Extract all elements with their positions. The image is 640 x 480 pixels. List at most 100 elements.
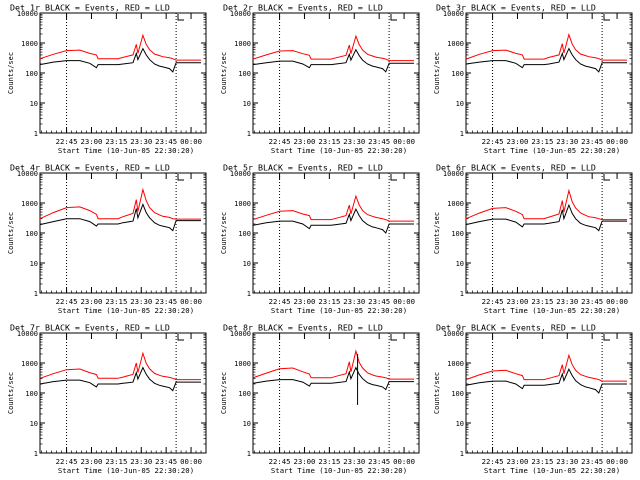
y-tick-label: 10	[243, 420, 251, 428]
x-tick-label: 00:00	[606, 457, 628, 466]
y-tick-label: 1000	[21, 40, 38, 48]
x-axis-label: Start Time (10-Jun-05 22:30:20)	[484, 466, 620, 475]
series-events-line	[465, 203, 627, 232]
detector-panel-6: Det 6r BLACK = Events, RED = LLD 1 10 100 10…	[433, 163, 633, 315]
panel-title: Det 4r BLACK = Events, RED = LLD	[10, 163, 170, 173]
y-tick-label: 10	[243, 100, 251, 108]
y-tick-label: 100	[238, 230, 251, 238]
x-tick-label: 23:30	[343, 457, 365, 466]
x-tick-label: 23:45	[581, 297, 603, 306]
y-tick-label: 10000	[443, 10, 464, 18]
x-tick-label: 23:15	[318, 137, 340, 146]
y-tick-label: 1000	[21, 360, 38, 368]
y-axis-label: Counts/sec	[220, 52, 228, 94]
detector-panel-8: Det 8r BLACK = Events, RED = LLD 1 10 100 10…	[220, 323, 420, 475]
panel-title: Det 3r BLACK = Events, RED = LLD	[436, 3, 596, 13]
x-tick-label: 23:00	[80, 137, 102, 146]
x-tick-label: 23:30	[130, 457, 152, 466]
x-tick-label: 00:00	[393, 457, 415, 466]
series-events-line	[252, 208, 414, 234]
x-tick-label: 22:45	[56, 457, 78, 466]
y-tick-label: 10	[243, 260, 251, 268]
x-tick-label: 23:00	[293, 137, 315, 146]
plot-frame	[252, 172, 420, 294]
y-tick-label: 10000	[230, 330, 251, 338]
y-tick-label: 1000	[234, 360, 251, 368]
y-tick-label: 100	[25, 390, 38, 398]
panel-title: Det 1r BLACK = Events, RED = LLD	[10, 3, 170, 13]
series-lld-line	[39, 351, 201, 381]
panel-title: Det 9r BLACK = Events, RED = LLD	[436, 323, 596, 333]
series-events-line	[465, 47, 627, 73]
x-tick-label: 00:00	[393, 137, 415, 146]
y-tick-label: 100	[451, 70, 464, 78]
y-axis-label: Counts/sec	[7, 52, 15, 94]
x-tick-label: 23:00	[80, 457, 102, 466]
y-tick-label: 100	[25, 230, 38, 238]
y-tick-label: 1	[247, 450, 251, 458]
x-tick-label: 23:45	[155, 297, 177, 306]
panel-title: Det 8r BLACK = Events, RED = LLD	[223, 323, 383, 333]
y-tick-label: 1000	[234, 200, 251, 208]
x-tick-label: 23:45	[368, 457, 390, 466]
x-tick-label: 23:00	[506, 137, 528, 146]
plot-frame	[465, 12, 633, 134]
plot-frame	[39, 172, 207, 294]
x-axis-label: Start Time (10-Jun-05 22:30:20)	[271, 466, 407, 475]
series-lld-line	[252, 349, 414, 380]
series-events-line	[465, 368, 627, 394]
y-tick-label: 10000	[443, 170, 464, 178]
legend-marker	[177, 174, 184, 181]
x-tick-label: 23:45	[368, 297, 390, 306]
detector-panel-4: Det 4r BLACK = Events, RED = LLD 1 10 100 10…	[7, 163, 207, 315]
y-tick-label: 10	[30, 260, 38, 268]
y-tick-label: 10000	[17, 10, 38, 18]
x-tick-label: 22:45	[482, 137, 504, 146]
x-tick-label: 22:45	[269, 297, 291, 306]
x-tick-label: 00:00	[393, 297, 415, 306]
x-tick-label: 23:45	[581, 137, 603, 146]
x-tick-label: 23:15	[318, 457, 340, 466]
panel-title: Det 2r BLACK = Events, RED = LLD	[223, 3, 383, 13]
x-tick-label: 00:00	[180, 297, 202, 306]
series-events-line	[39, 203, 201, 232]
y-tick-label: 1	[34, 130, 38, 138]
x-tick-label: 23:30	[130, 297, 152, 306]
y-axis-label: Counts/sec	[7, 212, 15, 254]
x-axis-label: Start Time (10-Jun-05 22:30:20)	[58, 466, 194, 475]
y-tick-label: 1000	[447, 200, 464, 208]
y-tick-label: 1	[247, 290, 251, 298]
series-events-line	[39, 47, 201, 73]
legend-marker	[390, 174, 397, 181]
y-tick-label: 10	[30, 100, 38, 108]
y-axis-label: Counts/sec	[220, 212, 228, 254]
x-tick-label: 22:45	[269, 137, 291, 146]
legend-marker	[177, 334, 184, 341]
x-tick-label: 00:00	[606, 297, 628, 306]
series-events-line	[252, 366, 414, 391]
plot-frame	[252, 332, 420, 454]
x-tick-label: 23:30	[556, 297, 578, 306]
panel-title: Det 6r BLACK = Events, RED = LLD	[436, 163, 596, 173]
plot-frame	[39, 332, 207, 454]
y-axis-label: Counts/sec	[433, 52, 441, 94]
y-axis-label: Counts/sec	[433, 372, 441, 414]
y-tick-label: 1	[247, 130, 251, 138]
legend-marker	[390, 14, 397, 21]
y-tick-label: 10	[456, 100, 464, 108]
legend-marker	[390, 334, 397, 341]
y-tick-label: 1000	[447, 40, 464, 48]
x-tick-label: 00:00	[180, 457, 202, 466]
y-tick-label: 100	[238, 390, 251, 398]
y-tick-label: 10	[456, 260, 464, 268]
plot-frame	[465, 172, 633, 294]
x-tick-label: 23:00	[293, 297, 315, 306]
detector-panel-1: Det 1r BLACK = Events, RED = LLD 1 10 100 10…	[7, 3, 207, 155]
series-lld-line	[252, 34, 414, 62]
x-axis-label: Start Time (10-Jun-05 22:30:20)	[484, 146, 620, 155]
series-events-line	[39, 366, 201, 392]
series-lld-line	[465, 32, 627, 61]
x-tick-label: 23:45	[155, 457, 177, 466]
x-tick-label: 23:00	[293, 457, 315, 466]
